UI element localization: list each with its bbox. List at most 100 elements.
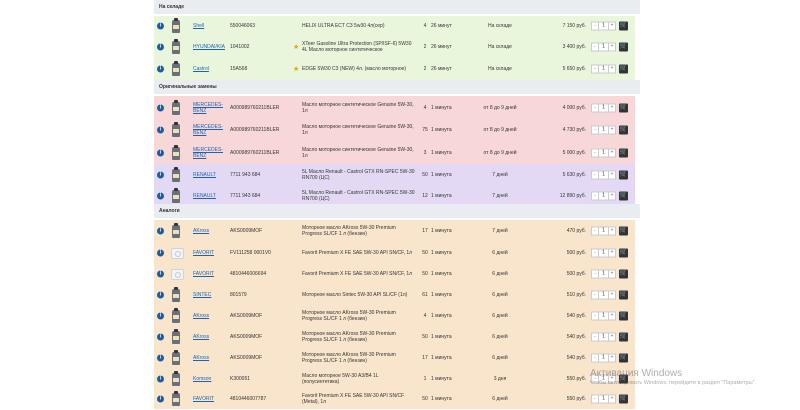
quantity-input[interactable]: 1: [598, 311, 609, 320]
product-image[interactable]: [169, 286, 183, 303]
decrease-button[interactable]: -: [591, 353, 598, 362]
increase-button[interactable]: +: [609, 269, 616, 278]
decrease-button[interactable]: -: [591, 125, 598, 135]
quantity-input[interactable]: 1: [598, 103, 609, 112]
brand-link[interactable]: MERCEDES-BENZ: [193, 101, 224, 114]
increase-button[interactable]: +: [609, 374, 616, 383]
quantity-input[interactable]: 1: [598, 21, 609, 30]
increase-button[interactable]: +: [609, 148, 616, 157]
info-icon[interactable]: i: [157, 22, 164, 29]
decrease-button[interactable]: -: [591, 42, 598, 51]
info-icon[interactable]: i: [157, 375, 164, 382]
brand-link[interactable]: MERCEDES-BENZ: [193, 124, 224, 136]
cart-icon[interactable]: 🛒: [619, 374, 628, 383]
brand-link[interactable]: FAVORIT: [193, 270, 215, 277]
decrease-button[interactable]: -: [591, 148, 598, 157]
brand-link[interactable]: AKross: [193, 312, 210, 319]
brand-link[interactable]: AKross: [193, 333, 210, 340]
info-icon[interactable]: i: [157, 171, 164, 179]
cart-icon[interactable]: 🛒: [619, 353, 628, 362]
info-icon[interactable]: i: [157, 126, 164, 134]
cart-icon[interactable]: 🛒: [619, 311, 628, 320]
product-image[interactable]: [169, 61, 183, 77]
brand-link[interactable]: RENAULT: [193, 172, 216, 178]
decrease-button[interactable]: -: [591, 64, 598, 74]
increase-button[interactable]: +: [609, 125, 616, 135]
cart-icon[interactable]: 🛒: [619, 394, 628, 404]
no-photo-icon[interactable]: [169, 266, 184, 282]
product-image[interactable]: [169, 391, 183, 407]
quantity-input[interactable]: 1: [598, 248, 609, 257]
quantity-input[interactable]: 1: [598, 42, 609, 51]
product-image[interactable]: [169, 328, 183, 345]
quantity-input[interactable]: 1: [598, 226, 609, 236]
brand-link[interactable]: AKross: [193, 354, 210, 361]
cart-icon[interactable]: 🛒: [619, 42, 628, 51]
brand-link[interactable]: Shell: [193, 22, 205, 29]
decrease-button[interactable]: -: [591, 170, 598, 180]
increase-button[interactable]: +: [609, 311, 616, 320]
product-image[interactable]: [169, 349, 183, 366]
increase-button[interactable]: +: [609, 64, 616, 74]
info-icon[interactable]: i: [157, 192, 164, 200]
info-icon[interactable]: i: [157, 43, 164, 50]
increase-button[interactable]: +: [609, 42, 616, 51]
product-image[interactable]: [169, 307, 183, 324]
product-image[interactable]: [169, 122, 183, 138]
brand-link[interactable]: SINTEC: [193, 291, 212, 298]
info-icon[interactable]: i: [157, 104, 164, 111]
product-image[interactable]: [169, 167, 183, 183]
decrease-button[interactable]: -: [591, 332, 598, 341]
cart-icon[interactable]: 🛒: [619, 170, 628, 180]
info-icon[interactable]: i: [157, 149, 164, 156]
product-image[interactable]: [169, 38, 183, 55]
quantity-input[interactable]: 1: [598, 148, 609, 157]
cart-icon[interactable]: 🛒: [619, 148, 628, 157]
quantity-input[interactable]: 1: [598, 332, 609, 341]
quantity-input[interactable]: 1: [598, 353, 609, 362]
info-icon[interactable]: i: [157, 291, 164, 298]
decrease-button[interactable]: -: [591, 226, 598, 236]
cart-icon[interactable]: 🛒: [619, 290, 628, 299]
brand-link[interactable]: HYUNDAI/KIA: [193, 43, 225, 50]
quantity-input[interactable]: 1: [598, 64, 609, 74]
increase-button[interactable]: +: [609, 103, 616, 112]
info-icon[interactable]: i: [157, 249, 164, 256]
increase-button[interactable]: +: [609, 191, 616, 201]
brand-link[interactable]: FAVORIT: [193, 249, 215, 256]
increase-button[interactable]: +: [609, 21, 616, 30]
cart-icon[interactable]: 🛒: [619, 248, 628, 257]
cart-icon[interactable]: 🛒: [619, 332, 628, 341]
decrease-button[interactable]: -: [591, 374, 598, 383]
info-icon[interactable]: i: [157, 354, 164, 361]
quantity-input[interactable]: 1: [598, 170, 609, 180]
product-image[interactable]: [169, 144, 183, 161]
info-icon[interactable]: i: [157, 65, 164, 73]
brand-link[interactable]: Castrol: [193, 66, 209, 72]
increase-button[interactable]: +: [609, 290, 616, 299]
info-icon[interactable]: i: [157, 270, 164, 277]
increase-button[interactable]: +: [609, 332, 616, 341]
brand-link[interactable]: MERCEDES-BENZ: [193, 146, 224, 159]
cart-icon[interactable]: 🛒: [619, 191, 628, 201]
decrease-button[interactable]: -: [591, 311, 598, 320]
quantity-input[interactable]: 1: [598, 269, 609, 278]
cart-icon[interactable]: 🛒: [619, 226, 628, 236]
decrease-button[interactable]: -: [591, 269, 598, 278]
product-image[interactable]: [169, 99, 183, 116]
info-icon[interactable]: i: [157, 312, 164, 319]
quantity-input[interactable]: 1: [598, 374, 609, 383]
info-icon[interactable]: i: [157, 333, 164, 340]
quantity-input[interactable]: 1: [598, 290, 609, 299]
increase-button[interactable]: +: [609, 170, 616, 180]
increase-button[interactable]: +: [609, 248, 616, 257]
brand-link[interactable]: AKross: [193, 228, 210, 234]
decrease-button[interactable]: -: [591, 21, 598, 30]
info-icon[interactable]: i: [157, 227, 164, 235]
brand-link[interactable]: RENAULT: [193, 193, 216, 199]
decrease-button[interactable]: -: [591, 394, 598, 404]
brand-link[interactable]: FAVORIT: [193, 396, 215, 402]
product-image[interactable]: [169, 188, 183, 204]
quantity-input[interactable]: 1: [598, 394, 609, 404]
cart-icon[interactable]: 🛒: [619, 125, 628, 135]
